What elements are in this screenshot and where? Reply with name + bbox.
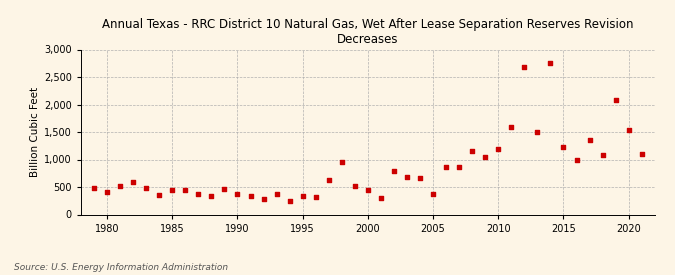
Point <box>141 185 152 190</box>
Point <box>467 149 478 153</box>
Point <box>623 128 634 133</box>
Point <box>441 164 452 169</box>
Point <box>102 190 113 194</box>
Point <box>310 195 321 200</box>
Point <box>571 157 582 162</box>
Point <box>597 153 608 157</box>
Point <box>167 188 178 192</box>
Point <box>245 194 256 199</box>
Y-axis label: Billion Cubic Feet: Billion Cubic Feet <box>30 87 40 177</box>
Point <box>558 145 569 150</box>
Point <box>480 155 491 159</box>
Point <box>297 194 308 199</box>
Point <box>519 65 530 69</box>
Point <box>532 130 543 134</box>
Point <box>271 191 282 196</box>
Point <box>115 184 126 189</box>
Text: Source: U.S. Energy Information Administration: Source: U.S. Energy Information Administ… <box>14 263 227 271</box>
Point <box>180 188 191 192</box>
Title: Annual Texas - RRC District 10 Natural Gas, Wet After Lease Separation Reserves : Annual Texas - RRC District 10 Natural G… <box>102 18 634 46</box>
Point <box>323 178 334 183</box>
Point <box>232 192 243 196</box>
Point <box>128 179 138 184</box>
Point <box>428 192 439 196</box>
Point <box>545 61 556 65</box>
Point <box>414 176 425 180</box>
Point <box>637 152 647 156</box>
Point <box>362 188 373 192</box>
Point <box>375 196 386 200</box>
Point <box>284 199 295 203</box>
Point <box>258 196 269 201</box>
Point <box>584 138 595 142</box>
Point <box>219 187 230 191</box>
Point <box>350 184 360 189</box>
Point <box>402 175 412 179</box>
Point <box>193 192 204 196</box>
Point <box>389 169 400 173</box>
Point <box>454 164 464 169</box>
Point <box>336 160 347 164</box>
Point <box>154 192 165 197</box>
Point <box>493 146 504 151</box>
Point <box>88 186 99 190</box>
Point <box>610 98 621 102</box>
Point <box>206 194 217 199</box>
Point <box>506 124 517 129</box>
